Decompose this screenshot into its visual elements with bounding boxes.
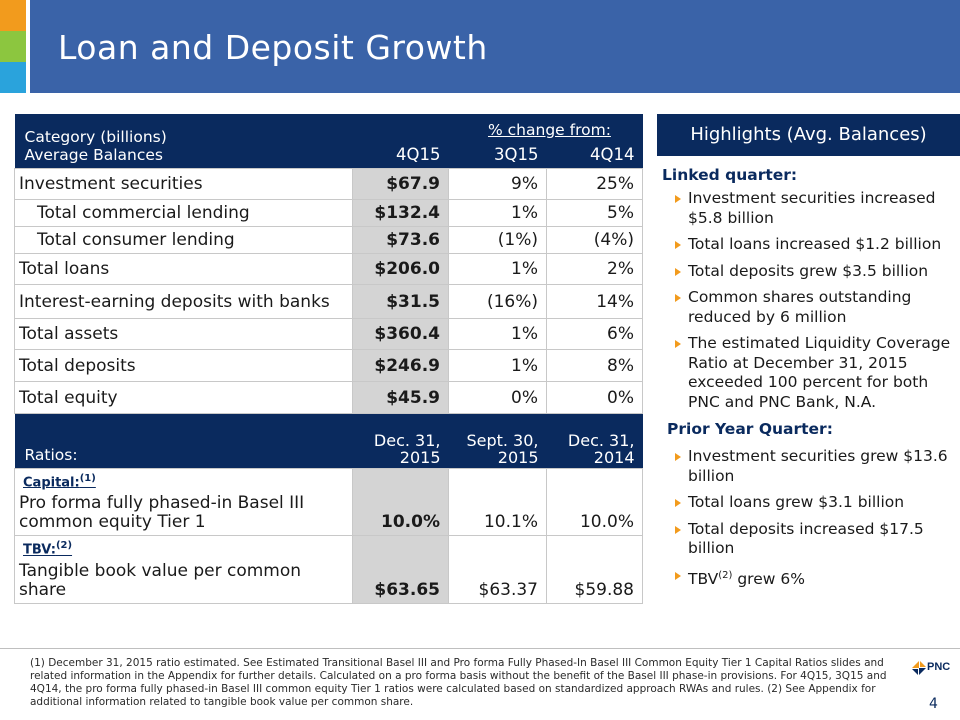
tbv-value-dec-2014: $59.88 [546, 535, 643, 604]
row-change-3q15: 0% [448, 381, 547, 414]
row-change-3q15: 1% [448, 199, 547, 227]
table-row: Total assets $360.4 1% 6% [14, 318, 643, 350]
capital-ratio-label: Capital:(1) Pro forma fully phased-in Ba… [14, 467, 353, 537]
row-value: $246.9 [352, 349, 449, 382]
row-change-3q15: 1% [448, 349, 547, 382]
table-row: Investment securities $67.9 9% 25% [14, 168, 643, 200]
category-label: Category (billions) [24, 128, 167, 146]
row-change-3q15: (16%) [448, 284, 547, 319]
pct-change-label: % change from: [488, 121, 611, 139]
list-item: The estimated Liquidity Coverage Ratio a… [673, 334, 960, 412]
row-label: Total loans [14, 253, 353, 285]
tbv-tag: TBV:(2) [23, 540, 73, 558]
page-number: 4 [929, 696, 938, 712]
footnote: (1) December 31, 2015 ratio estimated. S… [30, 657, 887, 708]
table-header-row: Category (billions) Average Balances 4Q1… [14, 114, 643, 169]
ratio-col-sept-2015: Sept. 30, 2015 [448, 413, 547, 469]
linked-quarter-list: Investment securities increased $5.8 bil… [673, 189, 960, 419]
row-label: Interest-earning deposits with banks [14, 284, 353, 319]
highlights-title: Highlights (Avg. Balances) [657, 114, 960, 156]
average-balances-label: Average Balances [24, 146, 163, 164]
row-change-4q14: 25% [546, 168, 643, 200]
row-change-4q14: 5% [546, 199, 643, 227]
capital-value-dec-2014: 10.0% [546, 467, 643, 537]
balances-table: Category (billions) Average Balances 4Q1… [14, 114, 643, 604]
ratios-label: Ratios: [14, 413, 353, 469]
row-change-3q15: 1% [448, 253, 547, 285]
row-value: $360.4 [352, 318, 449, 350]
table-row: Total equity $45.9 0% 0% [14, 381, 643, 414]
col-header-4q14: 4Q14 [546, 114, 643, 169]
col-header-4q15: 4Q15 [352, 114, 449, 169]
row-value: $45.9 [352, 381, 449, 414]
table-row: Total consumer lending $73.6 (1%) (4%) [14, 226, 643, 254]
row-change-4q14: 0% [546, 381, 643, 414]
linked-quarter-heading: Linked quarter: [662, 166, 798, 184]
row-label: Total deposits [14, 349, 353, 382]
list-item: Total deposits increased $17.5 billion [673, 520, 960, 559]
ratio-col-dec-2015: Dec. 31, 2015 [352, 413, 449, 469]
row-label: Total commercial lending [14, 199, 353, 227]
tbv-row: TBV:(2) Tangible book value per common s… [14, 535, 643, 604]
capital-tag: Capital:(1) [23, 473, 96, 491]
tbv-label: TBV:(2) Tangible book value per common s… [14, 535, 353, 604]
list-item: Total deposits grew $3.5 billion [673, 262, 960, 282]
capital-value-dec-2015: 10.0% [352, 467, 449, 537]
prior-year-heading: Prior Year Quarter: [667, 420, 833, 438]
ratio-col-dec-2014: Dec. 31, 2014 [546, 413, 643, 469]
list-item: Total loans increased $1.2 billion [673, 235, 960, 255]
list-item: Investment securities increased $5.8 bil… [673, 189, 960, 228]
list-item: Total loans grew $3.1 billion [673, 493, 960, 513]
pnc-logo-icon [912, 661, 926, 675]
row-value: $31.5 [352, 284, 449, 319]
row-change-3q15: 1% [448, 318, 547, 350]
capital-value-sept-2015: 10.1% [448, 467, 547, 537]
row-label: Investment securities [14, 168, 353, 200]
row-change-4q14: 8% [546, 349, 643, 382]
prior-year-list: Investment securities grew $13.6 billion… [673, 447, 960, 596]
list-item: TBV(2) grew 6% [673, 566, 960, 590]
tbv-value-sept-2015: $63.37 [448, 535, 547, 604]
row-value: $67.9 [352, 168, 449, 200]
capital-ratio-row: Capital:(1) Pro forma fully phased-in Ba… [14, 467, 643, 537]
ratios-header-row: Ratios: Dec. 31, 2015 Sept. 30, 2015 Dec. … [14, 413, 643, 469]
row-change-4q14: 2% [546, 253, 643, 285]
row-label: Total equity [14, 381, 353, 414]
row-value: $73.6 [352, 226, 449, 254]
tbv-value-dec-2015: $63.65 [352, 535, 449, 604]
col-header-3q15: 3Q15 [448, 114, 547, 169]
page-title: Loan and Deposit Growth [58, 28, 488, 67]
pnc-logo: PNC [912, 661, 956, 677]
table-row: Total loans $206.0 1% 2% [14, 253, 643, 285]
table-row: Total deposits $246.9 1% 8% [14, 349, 643, 382]
row-change-4q14: 6% [546, 318, 643, 350]
table-row: Total commercial lending $132.4 1% 5% [14, 199, 643, 227]
brand-color-strip [0, 0, 26, 93]
list-item: Investment securities grew $13.6 billion [673, 447, 960, 486]
header-bar: Loan and Deposit Growth [0, 0, 960, 93]
row-change-3q15: 9% [448, 168, 547, 200]
row-label: Total consumer lending [14, 226, 353, 254]
row-value: $206.0 [352, 253, 449, 285]
row-change-4q14: 14% [546, 284, 643, 319]
row-label: Total assets [14, 318, 353, 350]
list-item: Common shares outstanding reduced by 6 m… [673, 288, 960, 327]
row-value: $132.4 [352, 199, 449, 227]
table-row: Interest-earning deposits with banks $31… [14, 284, 643, 319]
row-change-3q15: (1%) [448, 226, 547, 254]
row-change-4q14: (4%) [546, 226, 643, 254]
footer-divider [0, 648, 960, 649]
